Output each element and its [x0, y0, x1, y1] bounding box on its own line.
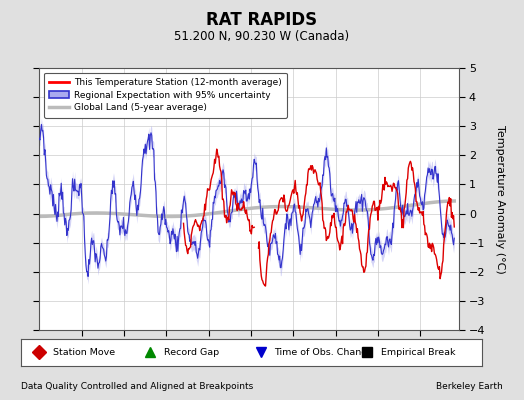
Text: Data Quality Controlled and Aligned at Breakpoints: Data Quality Controlled and Aligned at B… [21, 382, 253, 391]
Text: 51.200 N, 90.230 W (Canada): 51.200 N, 90.230 W (Canada) [174, 30, 350, 43]
Text: Station Move: Station Move [53, 348, 115, 357]
Text: Time of Obs. Change: Time of Obs. Change [275, 348, 374, 357]
Text: Berkeley Earth: Berkeley Earth [436, 382, 503, 391]
Text: Empirical Break: Empirical Break [380, 348, 455, 357]
Legend: This Temperature Station (12-month average), Regional Expectation with 95% uncer: This Temperature Station (12-month avera… [44, 72, 287, 118]
Text: Record Gap: Record Gap [164, 348, 219, 357]
Y-axis label: Temperature Anomaly (°C): Temperature Anomaly (°C) [495, 125, 505, 273]
Text: RAT RAPIDS: RAT RAPIDS [206, 11, 318, 29]
